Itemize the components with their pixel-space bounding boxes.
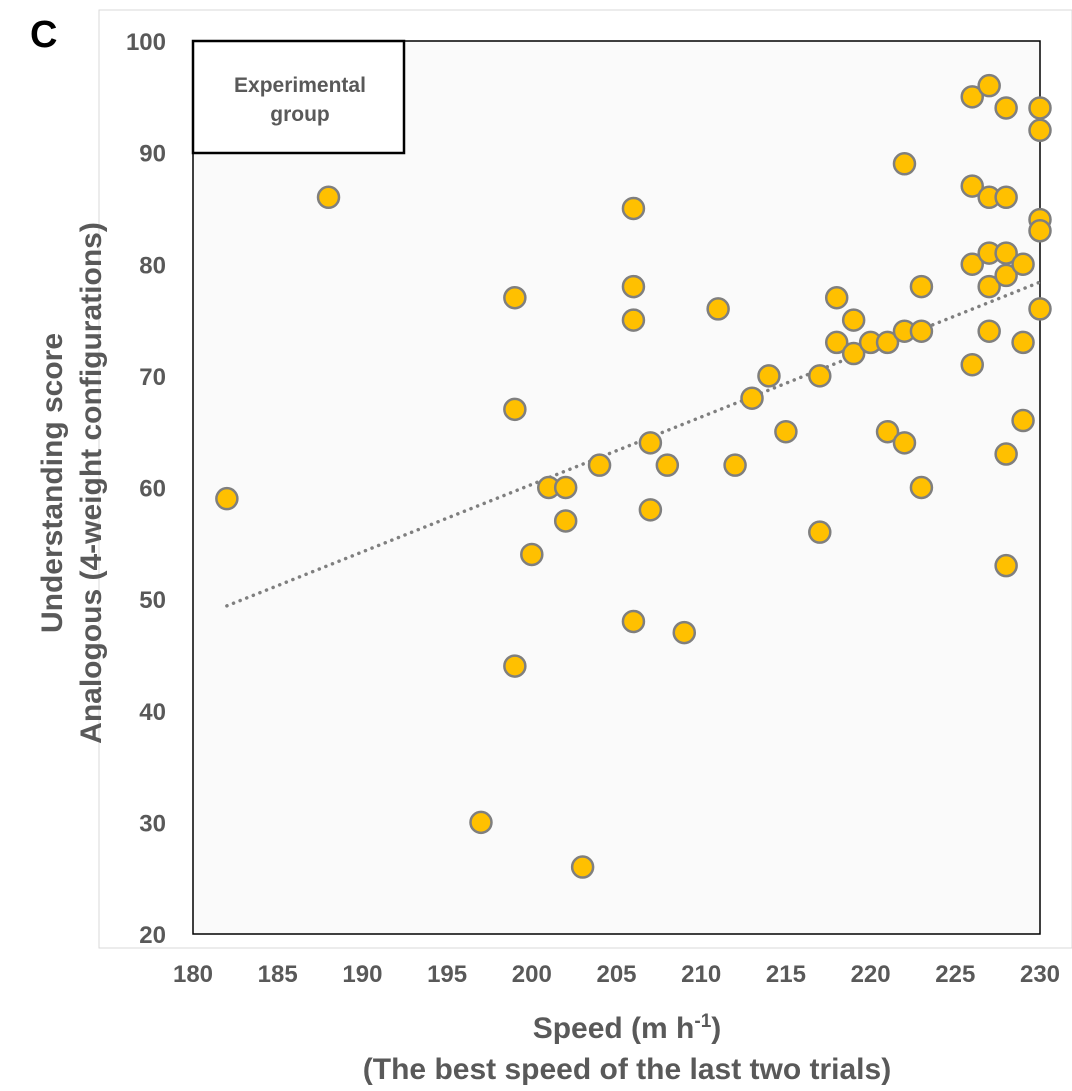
data-point [587,453,612,477]
data-point [215,486,239,511]
data-point [960,352,984,377]
data-point [503,285,527,310]
data-point [1011,252,1035,276]
data-point [503,654,527,678]
y-tick-label: 70 [139,364,166,391]
data-point [774,419,798,444]
y-tick-label: 30 [139,810,166,837]
data-point [994,553,1018,578]
y-tick-label: 60 [139,476,166,503]
data-point [808,364,832,388]
x-tick-label: 225 [935,961,975,988]
data-point [316,185,341,210]
y-tick-label: 50 [139,587,166,614]
data-point [875,330,900,355]
data-point [960,85,984,109]
data-point [1028,297,1052,321]
data-point [960,174,984,198]
data-point [469,810,493,835]
x-axis-title-end: ) [711,1012,721,1045]
x-axis-title-line-1: Speed (m h-1) [533,1011,722,1045]
x-tick-label: 190 [342,961,382,988]
data-point [638,498,663,522]
data-point [977,319,1001,343]
data-point [824,330,849,355]
legend-text-line-1: Experimental [234,74,366,97]
y-tick-label: 80 [139,252,166,279]
data-point [638,431,663,455]
data-point [1028,118,1052,143]
data-point [553,475,578,500]
data-point [570,855,595,879]
legend-text-line-2: group [270,103,329,126]
data-point [621,274,646,299]
y-tick-label: 90 [139,141,166,168]
data-point [1011,330,1035,355]
data-point [977,274,1001,299]
data-point [994,96,1018,120]
data-point [757,364,781,388]
x-axis-title-main: Speed (m h [533,1012,695,1045]
data-point [824,285,849,310]
data-point [503,397,527,422]
y-tick-label: 20 [139,922,166,949]
x-tick-label: 205 [596,961,636,988]
data-point [740,386,764,410]
y-tick-label: 100 [126,29,166,56]
data-point [875,419,900,444]
x-tick-label: 195 [427,961,467,988]
legend-box: Experimental group [191,39,406,155]
data-point [994,241,1018,265]
data-point [977,73,1001,98]
x-tick-label: 215 [766,961,806,988]
data-point [994,263,1018,288]
data-point [892,152,917,176]
data-point [909,319,934,343]
y-axis-title-line-2: Analogous (4-weight configurations) [75,222,108,744]
y-tick-label: 40 [139,699,166,726]
data-point [909,274,934,299]
x-axis-title-line-2: (The best speed of the last two trials) [363,1053,891,1086]
data-point [1028,219,1052,243]
data-point [892,431,917,455]
data-point [621,308,646,332]
x-tick-label: 210 [681,961,721,988]
y-axis-title-line-1: Understanding score [36,333,69,633]
x-axis-title-superscript: -1 [694,1011,711,1032]
data-point [672,620,697,645]
data-point [1028,96,1052,120]
data-point [960,252,984,276]
data-point [1011,408,1035,433]
data-point [706,297,730,321]
x-tick-label: 180 [173,961,213,988]
data-point [841,308,866,332]
data-point [994,442,1018,466]
data-point [909,475,934,500]
data-point [723,453,747,477]
x-tick-label: 200 [512,961,552,988]
data-point [841,341,866,366]
data-point [994,185,1018,210]
x-tick-label: 220 [851,961,891,988]
x-tick-label: 230 [1020,961,1060,988]
data-point [808,520,832,544]
x-tick-label: 185 [258,961,298,988]
panel-label: C [30,14,58,56]
data-point [621,609,646,634]
data-point [520,542,544,567]
data-point [655,453,680,477]
data-point [553,509,578,533]
data-point [621,196,646,221]
